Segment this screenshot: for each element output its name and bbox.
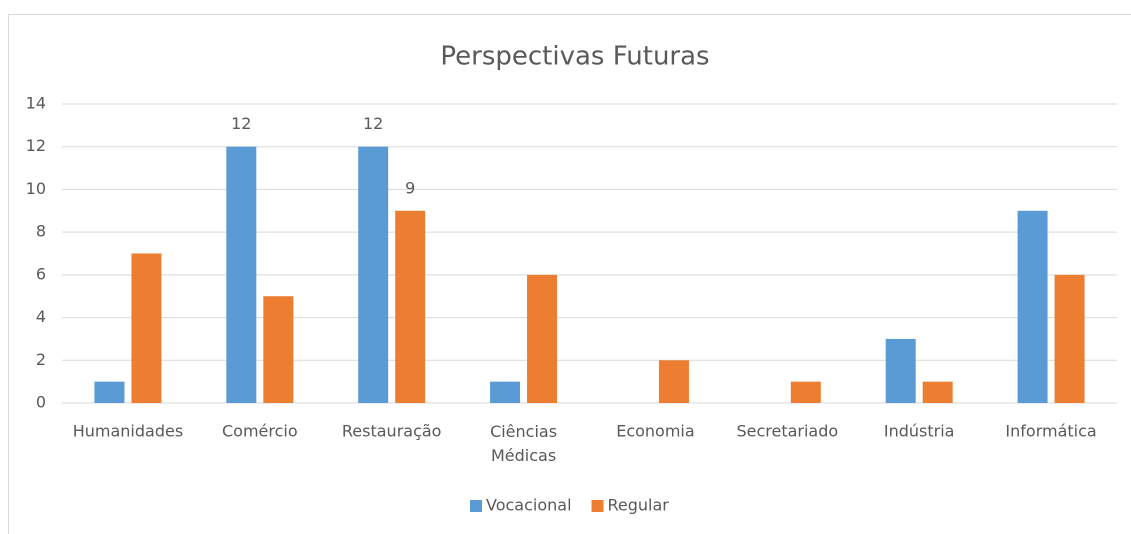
bar [94, 381, 125, 403]
x-tick-label: Ciências Médicas [490, 422, 557, 465]
y-tick-label: 14 [26, 94, 46, 113]
legend-label: Regular [608, 496, 670, 515]
y-tick-label: 12 [26, 136, 46, 155]
bar [658, 360, 689, 403]
x-tick-label: Comércio [222, 422, 298, 441]
y-tick-label: 2 [36, 350, 46, 369]
y-tick-label: 6 [36, 264, 46, 283]
y-tick-label: 0 [36, 393, 46, 412]
x-tick-label: Indústria [884, 422, 955, 441]
chart-frame [8, 14, 1131, 534]
bar [1054, 274, 1085, 403]
y-tick-label: 10 [26, 179, 46, 198]
data-label: 12 [363, 114, 383, 133]
bar [358, 146, 389, 403]
bar [885, 338, 916, 403]
y-tick-label: 8 [36, 222, 46, 241]
bar [1017, 210, 1048, 403]
bar [131, 253, 162, 403]
legend-swatch [591, 500, 604, 512]
bar [263, 296, 294, 403]
bar [790, 381, 821, 403]
x-tick-label: Humanidades [73, 422, 183, 441]
data-label: 9 [405, 178, 415, 197]
x-tick-label: Informática [1005, 422, 1096, 441]
bar [922, 381, 953, 403]
bar [490, 381, 521, 403]
data-label: 12 [231, 114, 251, 133]
x-tick-label: Restauração [342, 422, 442, 441]
bar [527, 274, 558, 403]
legend-label: Vocacional [486, 496, 572, 515]
x-tick-label: Economia [616, 422, 694, 441]
legend-swatch [470, 500, 482, 512]
bar [395, 210, 426, 403]
bar [226, 146, 257, 403]
chart-title: Perspectivas Futuras [440, 42, 709, 72]
y-tick-label: 4 [36, 307, 46, 326]
x-tick-label: Secretariado [736, 422, 838, 441]
